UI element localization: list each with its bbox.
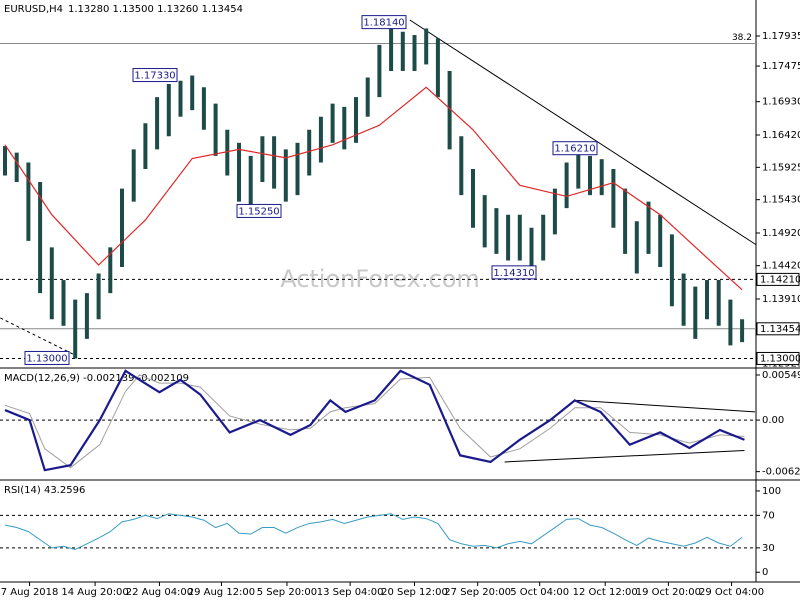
price-label-box xyxy=(24,350,70,365)
price-label-box xyxy=(132,68,178,83)
x-tick-label: 7 Aug 2018 xyxy=(1,587,59,598)
price-label: 1.13000 xyxy=(26,353,67,364)
price-label: 1.15250 xyxy=(238,206,279,217)
x-tick-label: 12 Oct 12:00 xyxy=(573,587,638,598)
y-tick-label: 1.15430 xyxy=(762,195,800,206)
y-tick-label: 1.16930 xyxy=(762,97,800,108)
x-tick-label: 29 Oct 04:00 xyxy=(699,587,764,598)
price-label-box xyxy=(236,203,282,218)
y-tick-label: 1.14420 xyxy=(762,261,800,272)
x-tick-label: 27 Sep 20:00 xyxy=(444,587,511,598)
moving-average xyxy=(4,86,743,291)
level-label: 1.13454 xyxy=(760,324,800,335)
price-label-box xyxy=(491,265,537,280)
x-tick-label: 5 Oct 04:00 xyxy=(510,587,569,598)
symbol: EURUSD,H4 xyxy=(4,4,63,15)
price-label-box xyxy=(552,141,598,156)
y-tick-label: 100 xyxy=(762,486,781,497)
trendline xyxy=(504,449,745,463)
y-tick-label: 70 xyxy=(762,510,775,521)
y-tick-label: 1.17475 xyxy=(762,61,800,72)
price-label-box xyxy=(361,15,407,30)
trendline xyxy=(409,19,757,246)
y-tick-label: 1.14920 xyxy=(762,228,800,239)
macd-title: MACD(12,26,9) -0.002139 -0.002109 xyxy=(4,373,189,384)
y-tick-label: 1.17935 xyxy=(762,31,800,42)
x-tick-label: 5 Sep 20:00 xyxy=(257,587,317,598)
price-label: 1.16210 xyxy=(554,144,595,155)
x-tick-label: 22 Aug 04:00 xyxy=(126,587,193,598)
price-label: 1.17330 xyxy=(134,71,175,82)
level-box xyxy=(756,322,800,336)
level-box xyxy=(756,272,800,286)
ohlc: 1.13280 1.13500 1.13260 1.13454 xyxy=(68,4,243,15)
trendline xyxy=(577,399,756,413)
y-tick-label: 1.13910 xyxy=(762,294,800,305)
x-tick-label: 29 Aug 12:00 xyxy=(188,587,255,598)
level-label: 1.14210 xyxy=(760,274,800,285)
x-tick-label: 19 Oct 20:00 xyxy=(636,587,701,598)
price-label: 1.18140 xyxy=(363,18,404,29)
y-tick-label: 30 xyxy=(762,543,775,554)
x-tick-label: 13 Sep 04:00 xyxy=(317,587,384,598)
indicator-line xyxy=(4,369,745,472)
level-box xyxy=(756,351,800,365)
indicator-line xyxy=(4,374,745,469)
y-tick-label: 0.005493 xyxy=(762,370,800,381)
y-tick-label: 1.16420 xyxy=(762,130,800,141)
rsi-title: RSI(14) 43.2596 xyxy=(4,485,85,496)
trendline xyxy=(0,317,76,356)
y-tick-label: 1.15925 xyxy=(762,162,800,173)
y-tick-label: -0.006282 xyxy=(762,467,800,478)
level-label: 38.2 xyxy=(732,33,752,43)
y-tick-label: 0 xyxy=(762,567,768,578)
indicator-line xyxy=(4,513,743,551)
x-tick-label: 14 Aug 20:00 xyxy=(61,587,128,598)
level-label: 1.13000 xyxy=(760,353,800,364)
x-tick-label: 20 Sep 12:00 xyxy=(381,587,448,598)
y-tick-label: 0.00 xyxy=(762,415,784,426)
price-label: 1.14310 xyxy=(493,268,534,279)
